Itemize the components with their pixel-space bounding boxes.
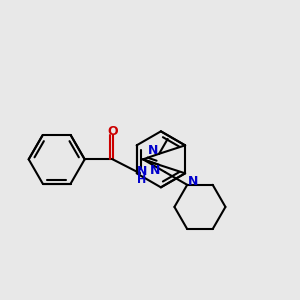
Text: N: N — [150, 164, 161, 177]
Text: H: H — [137, 175, 146, 185]
Text: O: O — [107, 125, 118, 138]
Text: N: N — [136, 165, 147, 178]
Text: N: N — [188, 175, 198, 188]
Text: N: N — [148, 144, 159, 157]
